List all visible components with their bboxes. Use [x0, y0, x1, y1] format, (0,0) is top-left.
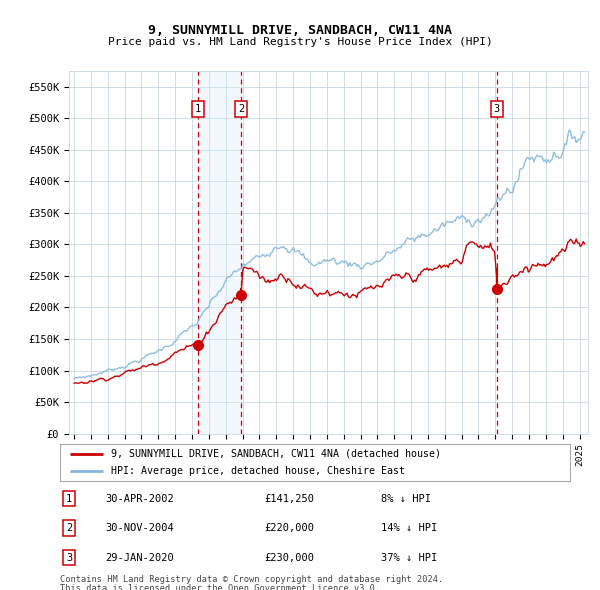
Text: 3: 3 — [494, 104, 500, 114]
Text: 2: 2 — [66, 523, 72, 533]
Text: 9, SUNNYMILL DRIVE, SANDBACH, CW11 4NA: 9, SUNNYMILL DRIVE, SANDBACH, CW11 4NA — [148, 24, 452, 37]
Text: £220,000: £220,000 — [264, 523, 314, 533]
Text: £230,000: £230,000 — [264, 553, 314, 562]
Text: £141,250: £141,250 — [264, 494, 314, 503]
Text: 1: 1 — [194, 104, 200, 114]
Text: HPI: Average price, detached house, Cheshire East: HPI: Average price, detached house, Ches… — [111, 466, 405, 476]
Text: This data is licensed under the Open Government Licence v3.0.: This data is licensed under the Open Gov… — [60, 584, 380, 590]
Text: Price paid vs. HM Land Registry's House Price Index (HPI): Price paid vs. HM Land Registry's House … — [107, 37, 493, 47]
Text: 8% ↓ HPI: 8% ↓ HPI — [381, 494, 431, 503]
Text: 1: 1 — [66, 494, 72, 503]
Text: 9, SUNNYMILL DRIVE, SANDBACH, CW11 4NA (detached house): 9, SUNNYMILL DRIVE, SANDBACH, CW11 4NA (… — [111, 449, 441, 458]
Text: 14% ↓ HPI: 14% ↓ HPI — [381, 523, 437, 533]
Text: 3: 3 — [66, 553, 72, 562]
Text: Contains HM Land Registry data © Crown copyright and database right 2024.: Contains HM Land Registry data © Crown c… — [60, 575, 443, 584]
Text: 30-APR-2002: 30-APR-2002 — [105, 494, 174, 503]
Text: 29-JAN-2020: 29-JAN-2020 — [105, 553, 174, 562]
Text: 30-NOV-2004: 30-NOV-2004 — [105, 523, 174, 533]
Text: 2: 2 — [238, 104, 244, 114]
Text: 37% ↓ HPI: 37% ↓ HPI — [381, 553, 437, 562]
Bar — [197, 71, 241, 434]
